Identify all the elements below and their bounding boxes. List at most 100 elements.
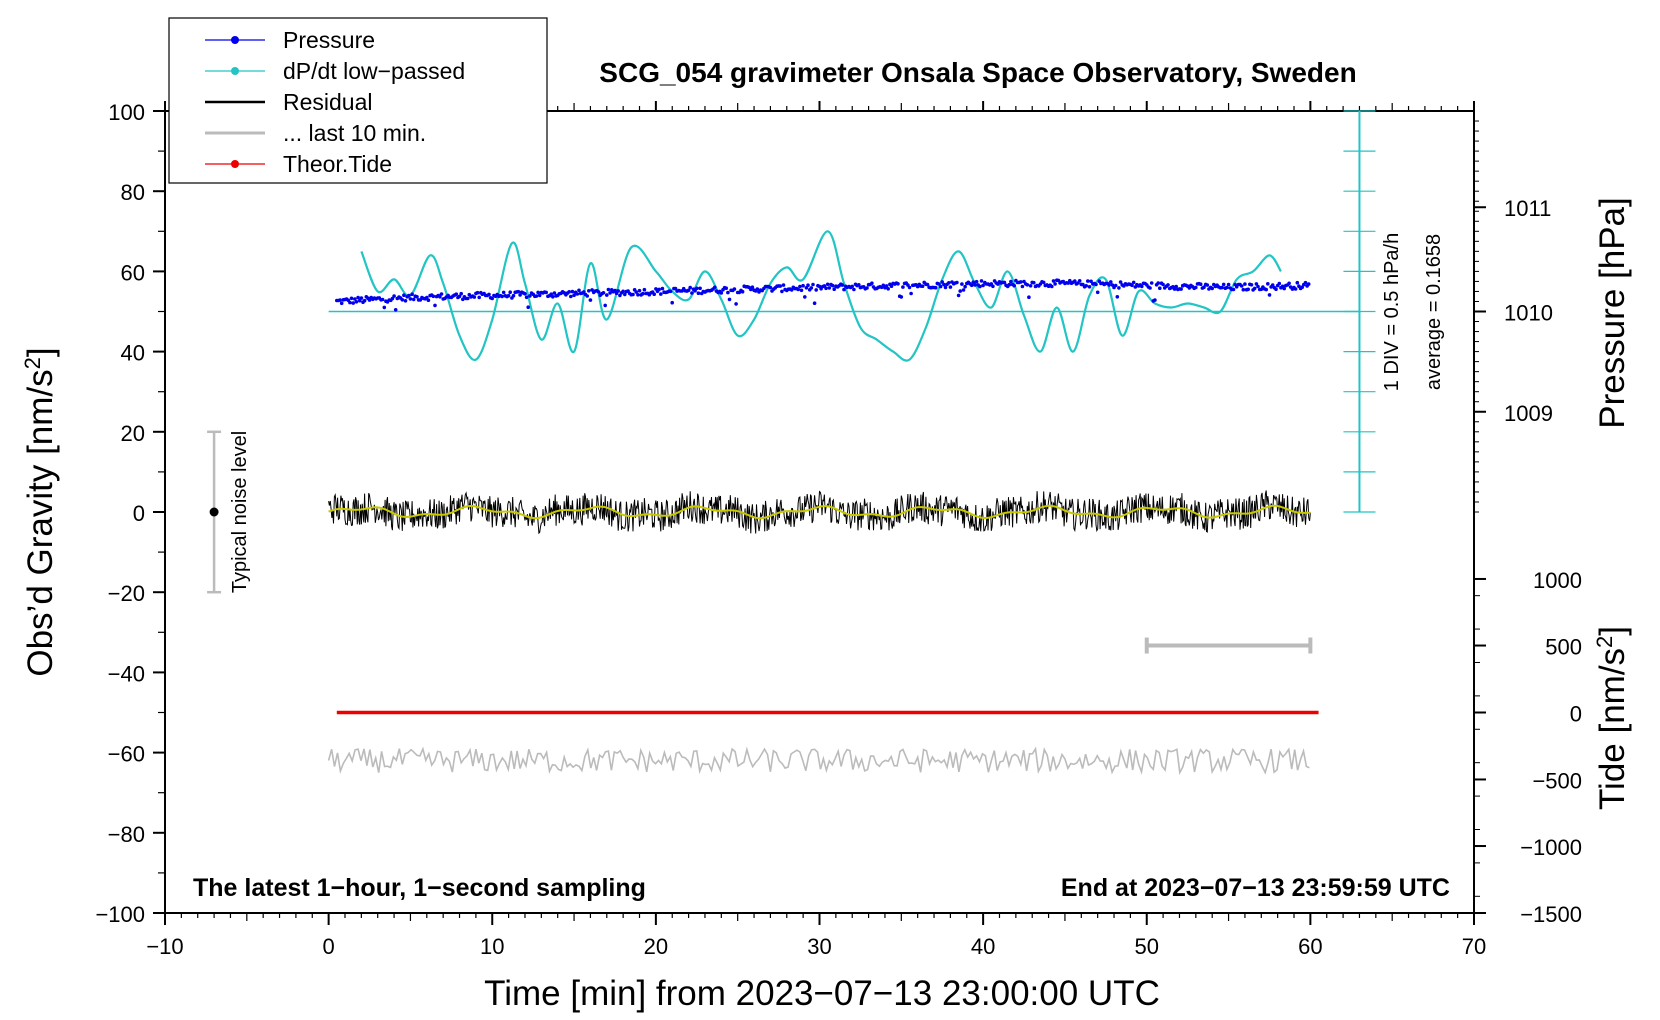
pressure-point: [812, 301, 817, 306]
ten-minute-scale-bar: [1144, 637, 1313, 654]
y-axis-label-close: ]: [21, 347, 60, 357]
pressure-point: [960, 282, 964, 286]
legend: Pressure dP/dt low−passed Residual ... last…: [168, 17, 548, 184]
pressure-point: [1028, 284, 1033, 288]
noise-bar-center: [209, 507, 219, 517]
pressure-axis-ticks: 1011 1010 1009: [1474, 120, 1553, 513]
pressure-point: [407, 293, 411, 298]
noise-level-label: Typical noise level: [229, 431, 251, 593]
pressure-point: [1267, 293, 1272, 297]
pressure-point: [618, 293, 622, 298]
tide-tick-label: −500: [1532, 768, 1582, 793]
pressure-point: [696, 291, 701, 296]
tide-tick-label: −1000: [1520, 835, 1582, 860]
pressure-point: [778, 284, 782, 288]
pressure-point: [1084, 284, 1088, 288]
tide-axis-label-close: ]: [1593, 626, 1632, 636]
pressure-point: [925, 282, 930, 287]
pressure-point: [969, 283, 974, 288]
pressure-point: [567, 290, 571, 294]
pressure-point: [796, 287, 800, 292]
pressure-point: [551, 295, 555, 299]
pressure-tick-label: 1010: [1504, 301, 1553, 326]
pressure-point: [526, 305, 530, 310]
pressure-point: [1130, 283, 1134, 288]
pressure-point: [724, 286, 728, 291]
pressure-point: [1140, 284, 1144, 289]
pressure-point: [827, 286, 832, 290]
pressure-point: [351, 301, 356, 305]
pressure-point: [1051, 279, 1056, 283]
pressure-point: [942, 282, 946, 287]
pressure-point: [852, 287, 856, 292]
pressure-point: [636, 293, 640, 297]
pressure-point: [354, 300, 359, 304]
x-tick-label: 40: [971, 934, 995, 959]
x-axis-ticks: −10 0 10 20 30 40 50 60 70: [146, 101, 1486, 959]
pressure-point: [971, 280, 976, 285]
pressure-point: [963, 284, 967, 289]
pressure-point: [781, 283, 786, 287]
pressure-point: [1277, 281, 1282, 286]
pressure-point: [727, 297, 732, 302]
pressure-point: [948, 285, 953, 289]
pressure-point: [544, 290, 548, 295]
pressure-point: [956, 293, 961, 298]
pressure-point: [1087, 285, 1092, 289]
pressure-point: [459, 291, 464, 296]
pressure-point: [799, 288, 804, 293]
dpdt-average-label: average = 0.1658: [1423, 234, 1445, 390]
pressure-point: [973, 283, 977, 287]
pressure-point: [1254, 282, 1259, 286]
pressure-point: [690, 291, 694, 295]
pressure-point: [755, 287, 760, 291]
pressure-point: [1226, 282, 1231, 287]
series-layer: [327, 230, 1360, 776]
pressure-point: [850, 284, 854, 289]
y-tick-label: 0: [133, 501, 145, 526]
pressure-point: [652, 292, 656, 297]
pressure-point: [660, 286, 665, 291]
pressure-point: [1210, 286, 1214, 291]
pressure-point: [601, 291, 606, 295]
pressure-point: [740, 289, 745, 294]
pressure-point: [575, 292, 580, 296]
pressure-point: [1109, 280, 1113, 284]
pressure-point: [1020, 284, 1025, 289]
pressure-series: [335, 278, 1311, 312]
pressure-point: [1287, 281, 1291, 286]
pressure-point: [431, 294, 436, 299]
legend-swatch-dot: [231, 67, 239, 75]
pressure-point: [920, 284, 925, 289]
pressure-point: [1282, 286, 1286, 291]
pressure-point: [465, 296, 470, 301]
pressure-point: [1179, 287, 1183, 291]
pressure-point: [803, 295, 807, 299]
pressure-point: [695, 286, 699, 291]
dpdt-series-line: [360, 230, 1282, 362]
pressure-point: [439, 292, 444, 296]
pressure-point: [425, 295, 429, 300]
pressure-point: [901, 285, 905, 289]
pressure-point: [605, 293, 609, 297]
pressure-point: [487, 292, 491, 297]
pressure-point: [577, 288, 581, 293]
pressure-point: [500, 294, 504, 299]
pressure-point: [572, 293, 576, 298]
pressure-point: [1053, 282, 1057, 286]
pressure-point: [668, 289, 673, 294]
pressure-point: [528, 294, 532, 298]
legend-swatch-dot: [231, 36, 239, 44]
pressure-point: [814, 288, 818, 292]
pressure-point: [1025, 283, 1030, 287]
pressure-point: [657, 287, 661, 292]
pressure-point: [1027, 295, 1031, 300]
pressure-point: [1243, 282, 1247, 286]
pressure-tick-label: 1009: [1504, 401, 1553, 426]
noise-level-bar: [207, 430, 222, 594]
y-tick-label: 60: [121, 260, 145, 285]
x-tick-label: 0: [323, 934, 335, 959]
pressure-point: [688, 285, 692, 290]
pressure-point: [359, 296, 364, 300]
pressure-point: [798, 284, 802, 289]
